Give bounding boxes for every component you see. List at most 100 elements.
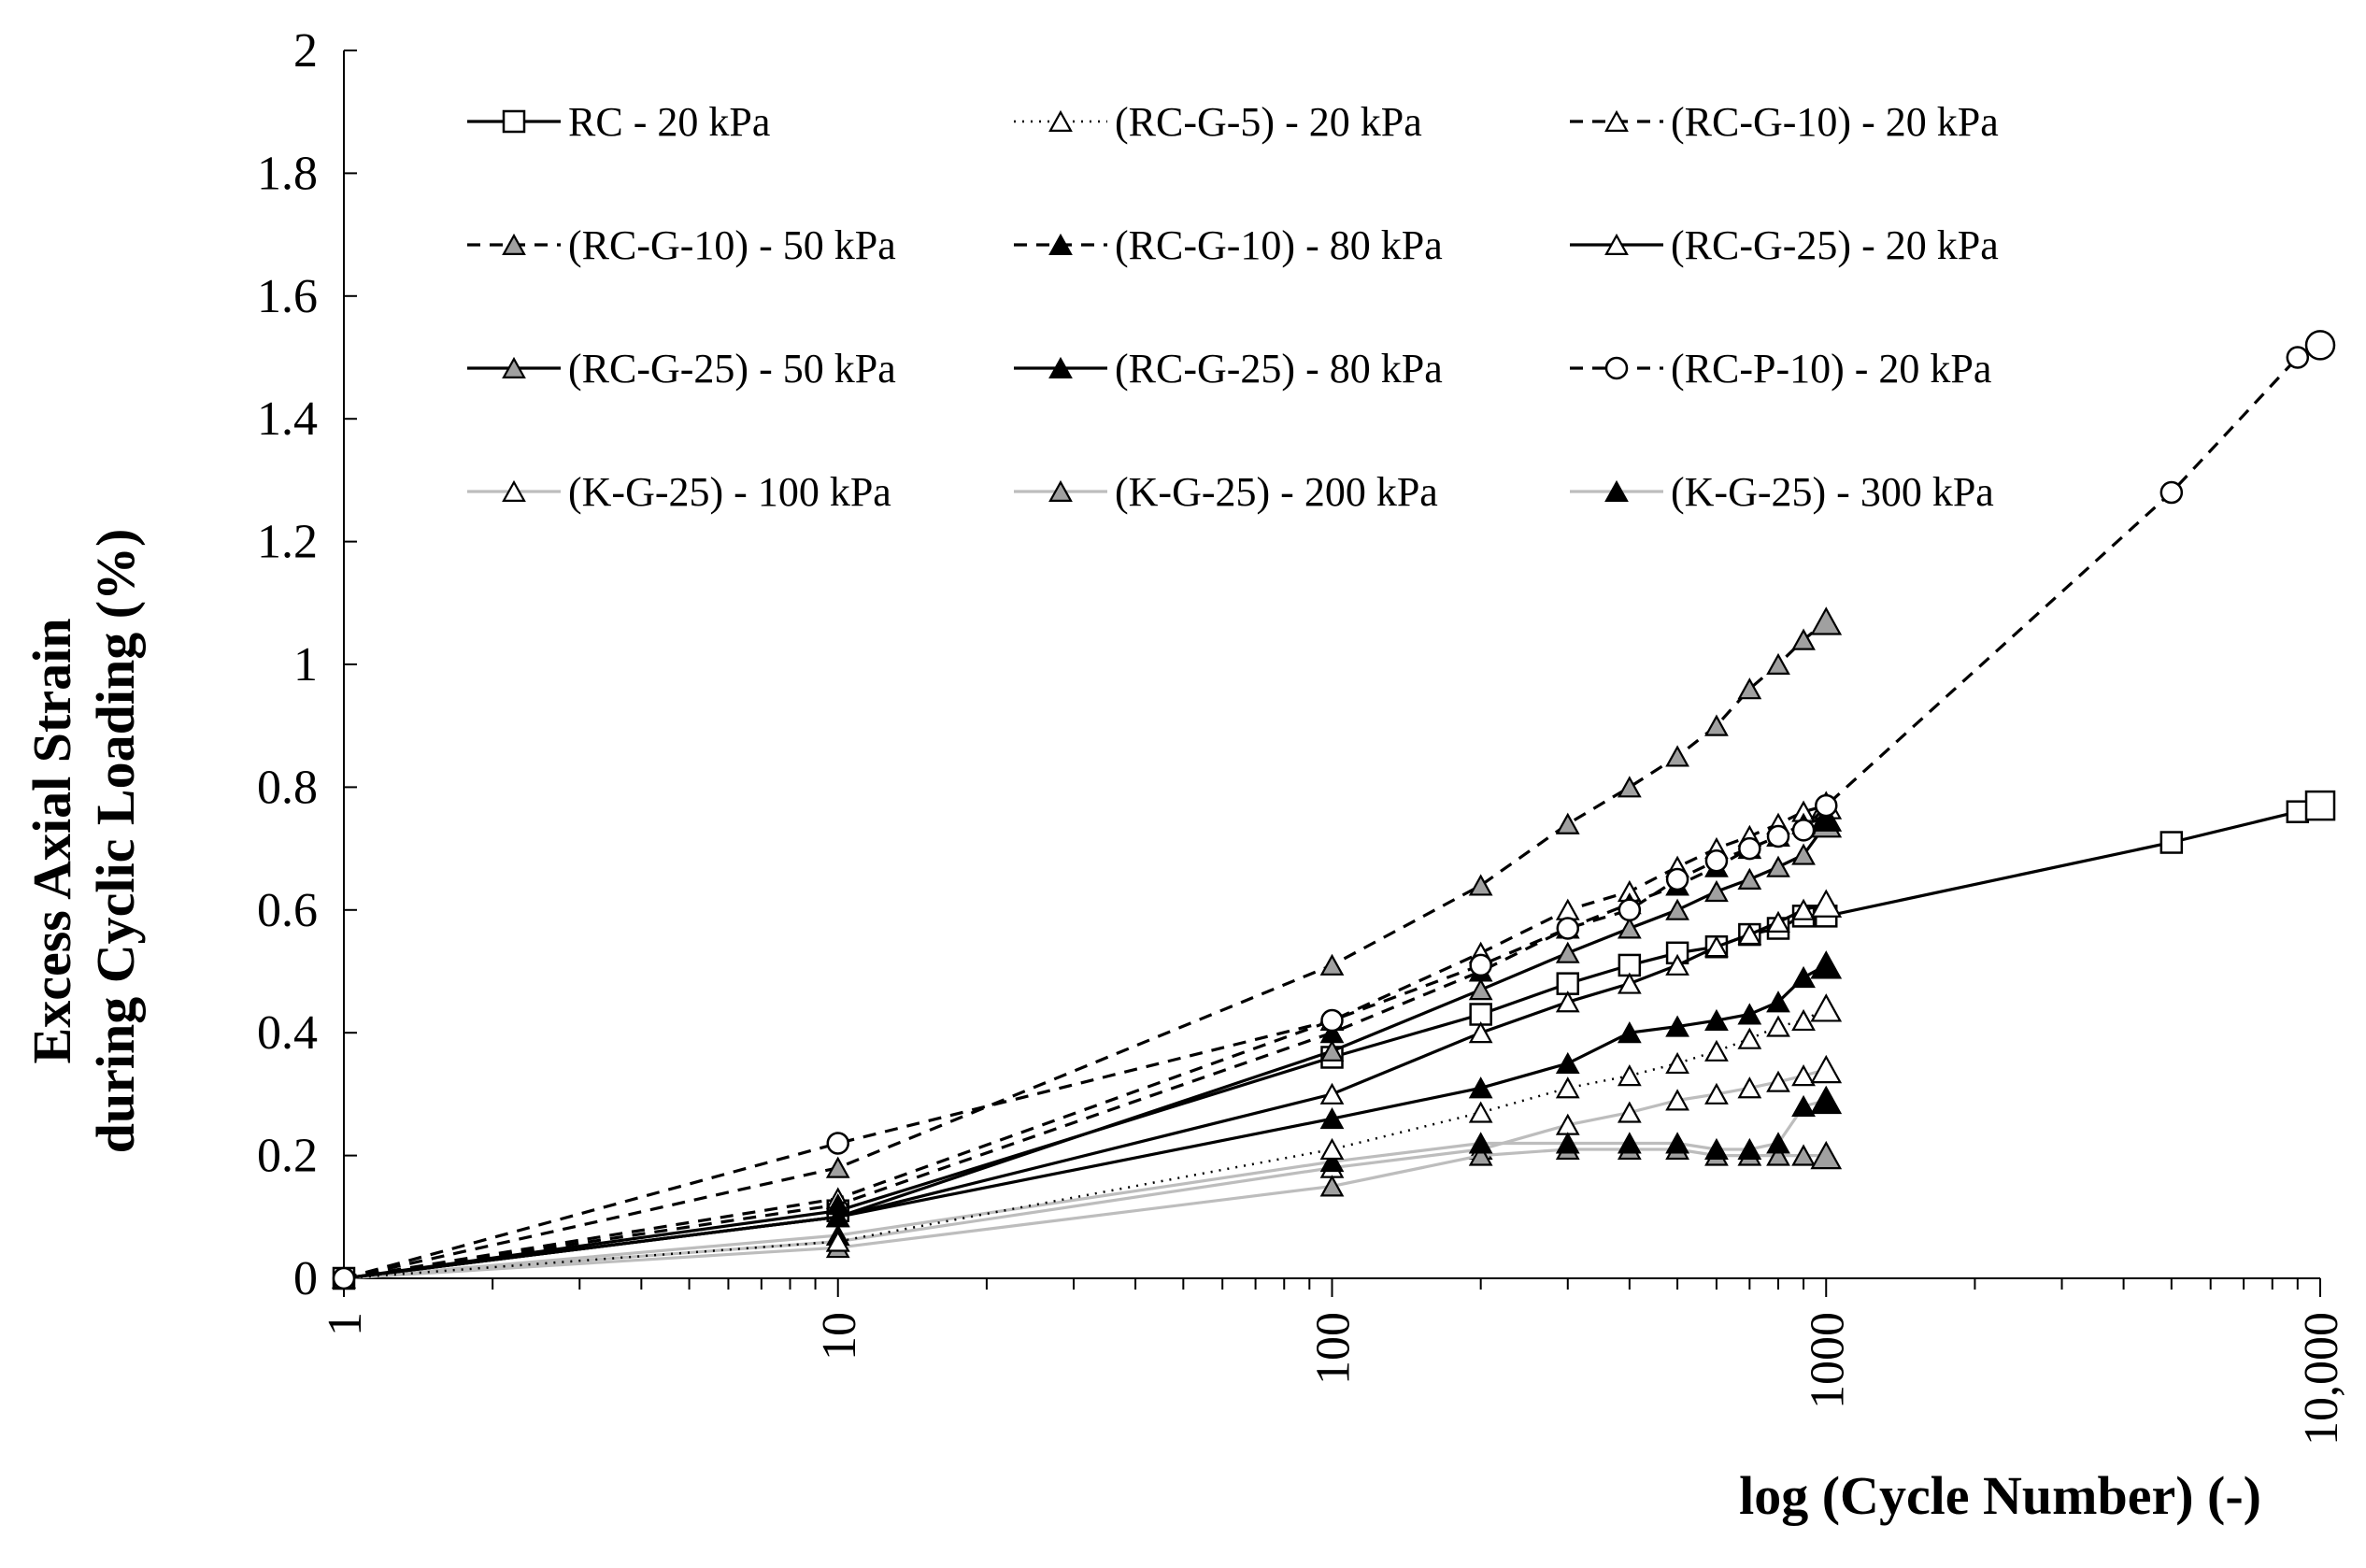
data-point (1791, 1008, 1816, 1032)
series-11 (332, 1085, 1843, 1290)
data-point (1319, 1021, 1345, 1044)
legend-label: RC - 20 kPa (568, 99, 770, 145)
data-point (1810, 1140, 1843, 1170)
legend-item: (RC-G-10) - 20 kPa (1570, 99, 1999, 145)
y-axis-title-line2: during Cyclic Loading (%) (85, 529, 146, 1154)
data-point (1468, 874, 1493, 896)
legend-item: (RC-G-5) - 20 kPa (1014, 99, 1422, 145)
data-point (1810, 606, 1843, 635)
series-8 (332, 330, 2336, 1290)
data-point (1791, 819, 1816, 842)
series-line (343, 1006, 1827, 1280)
series-10 (332, 1137, 1843, 1290)
data-point (1737, 677, 1762, 700)
legend-marker (1604, 109, 1629, 132)
series-line (343, 804, 1827, 1280)
y-tick-label: 0.8 (257, 761, 318, 814)
data-point (1320, 1008, 1344, 1033)
data-point (1704, 1039, 1729, 1062)
legend-marker (502, 356, 526, 378)
legend-item: (RC-P-10) - 20 kPa (1570, 346, 1991, 392)
data-point (1555, 991, 1580, 1013)
data-point (1319, 1039, 1345, 1062)
data-point (1319, 953, 1345, 976)
data-point (1468, 1076, 1493, 1099)
data-point (1704, 1008, 1729, 1032)
data-point (1665, 1089, 1689, 1111)
legend-item: (RC-G-10) - 50 kPa (467, 222, 896, 268)
series-line (343, 822, 1828, 1280)
y-tick-label: 1.2 (257, 516, 318, 569)
data-point (1617, 776, 1642, 798)
data-point (1665, 867, 1689, 891)
data-point (1737, 1076, 1762, 1099)
data-point (1791, 965, 1816, 989)
y-axis-title: Excess Axial Strain during Cyclic Loadin… (21, 529, 146, 1154)
series-layer (332, 330, 2336, 1290)
data-point (825, 1192, 850, 1216)
data-point (1810, 1085, 1843, 1115)
legend-marker (1048, 479, 1073, 503)
x-tick-label: 1 (319, 1312, 372, 1336)
legend-label: (RC-G-5) - 20 kPa (1115, 99, 1422, 145)
legend-marker (502, 479, 526, 503)
data-point (1815, 793, 1838, 818)
legend: RC - 20 kPa (RC-G-5) - 20 kPa (RC-G-10) - … (467, 99, 1999, 515)
data-point (1617, 917, 1642, 939)
y-tick-label: 0.4 (257, 1006, 318, 1060)
data-point (1665, 1051, 1689, 1075)
data-point (1319, 1082, 1345, 1105)
y-tick-label: 2 (293, 24, 318, 78)
legend-item: RC - 20 kPa (467, 99, 770, 145)
data-point (1469, 953, 1492, 977)
legend-label: (K-G-25) - 300 kPa (1671, 469, 1994, 515)
data-point (1766, 1132, 1790, 1154)
data-point (825, 1156, 850, 1178)
legend-label: (K-G-25) - 200 kPa (1115, 469, 1438, 515)
data-point (1618, 898, 1642, 922)
data-point (2159, 480, 2184, 505)
y-axis-title-line1: Excess Axial Strain (21, 619, 82, 1064)
data-point (1810, 993, 1843, 1022)
y-tick-label: 1.6 (257, 270, 318, 323)
data-point (1810, 1054, 1843, 1084)
data-point (1766, 1015, 1790, 1037)
data-point (2304, 790, 2336, 821)
data-point (1766, 910, 1790, 933)
x-axis-title: log (Cycle Number) (-) (1739, 1465, 2261, 1526)
legend-label: (K-G-25) - 100 kPa (568, 469, 891, 515)
legend-marker (502, 109, 526, 134)
data-point (1766, 1144, 1790, 1166)
series-line (343, 620, 1828, 1280)
data-point (1617, 1064, 1642, 1087)
legend-marker (502, 233, 526, 255)
data-point (1704, 879, 1729, 903)
data-point (1791, 843, 1816, 865)
data-point (1555, 898, 1580, 920)
data-point (2286, 800, 2310, 823)
data-point (1737, 922, 1762, 946)
data-point (1665, 1015, 1689, 1037)
data-point (1468, 1132, 1493, 1154)
data-point (1766, 652, 1790, 676)
legend-label: (RC-G-10) - 50 kPa (568, 222, 896, 268)
legend-label: (RC-G-10) - 20 kPa (1671, 99, 1999, 145)
data-point (2159, 831, 2184, 854)
data-point (1617, 1101, 1642, 1123)
data-point (1468, 1101, 1493, 1123)
data-point (1468, 1144, 1493, 1166)
data-point (1791, 1144, 1816, 1166)
data-point (1319, 1150, 1345, 1173)
legend-label: (RC-G-10) - 80 kPa (1115, 222, 1443, 268)
legend-marker (1604, 233, 1629, 255)
data-point (1810, 889, 1843, 918)
data-point (2286, 346, 2310, 369)
legend-label: (RC-G-25) - 50 kPa (568, 346, 896, 392)
data-point (1319, 1137, 1345, 1161)
data-point (826, 1132, 849, 1155)
data-point (1319, 1107, 1345, 1130)
x-tick-label: 10 (813, 1312, 866, 1361)
data-point (1468, 978, 1493, 1001)
